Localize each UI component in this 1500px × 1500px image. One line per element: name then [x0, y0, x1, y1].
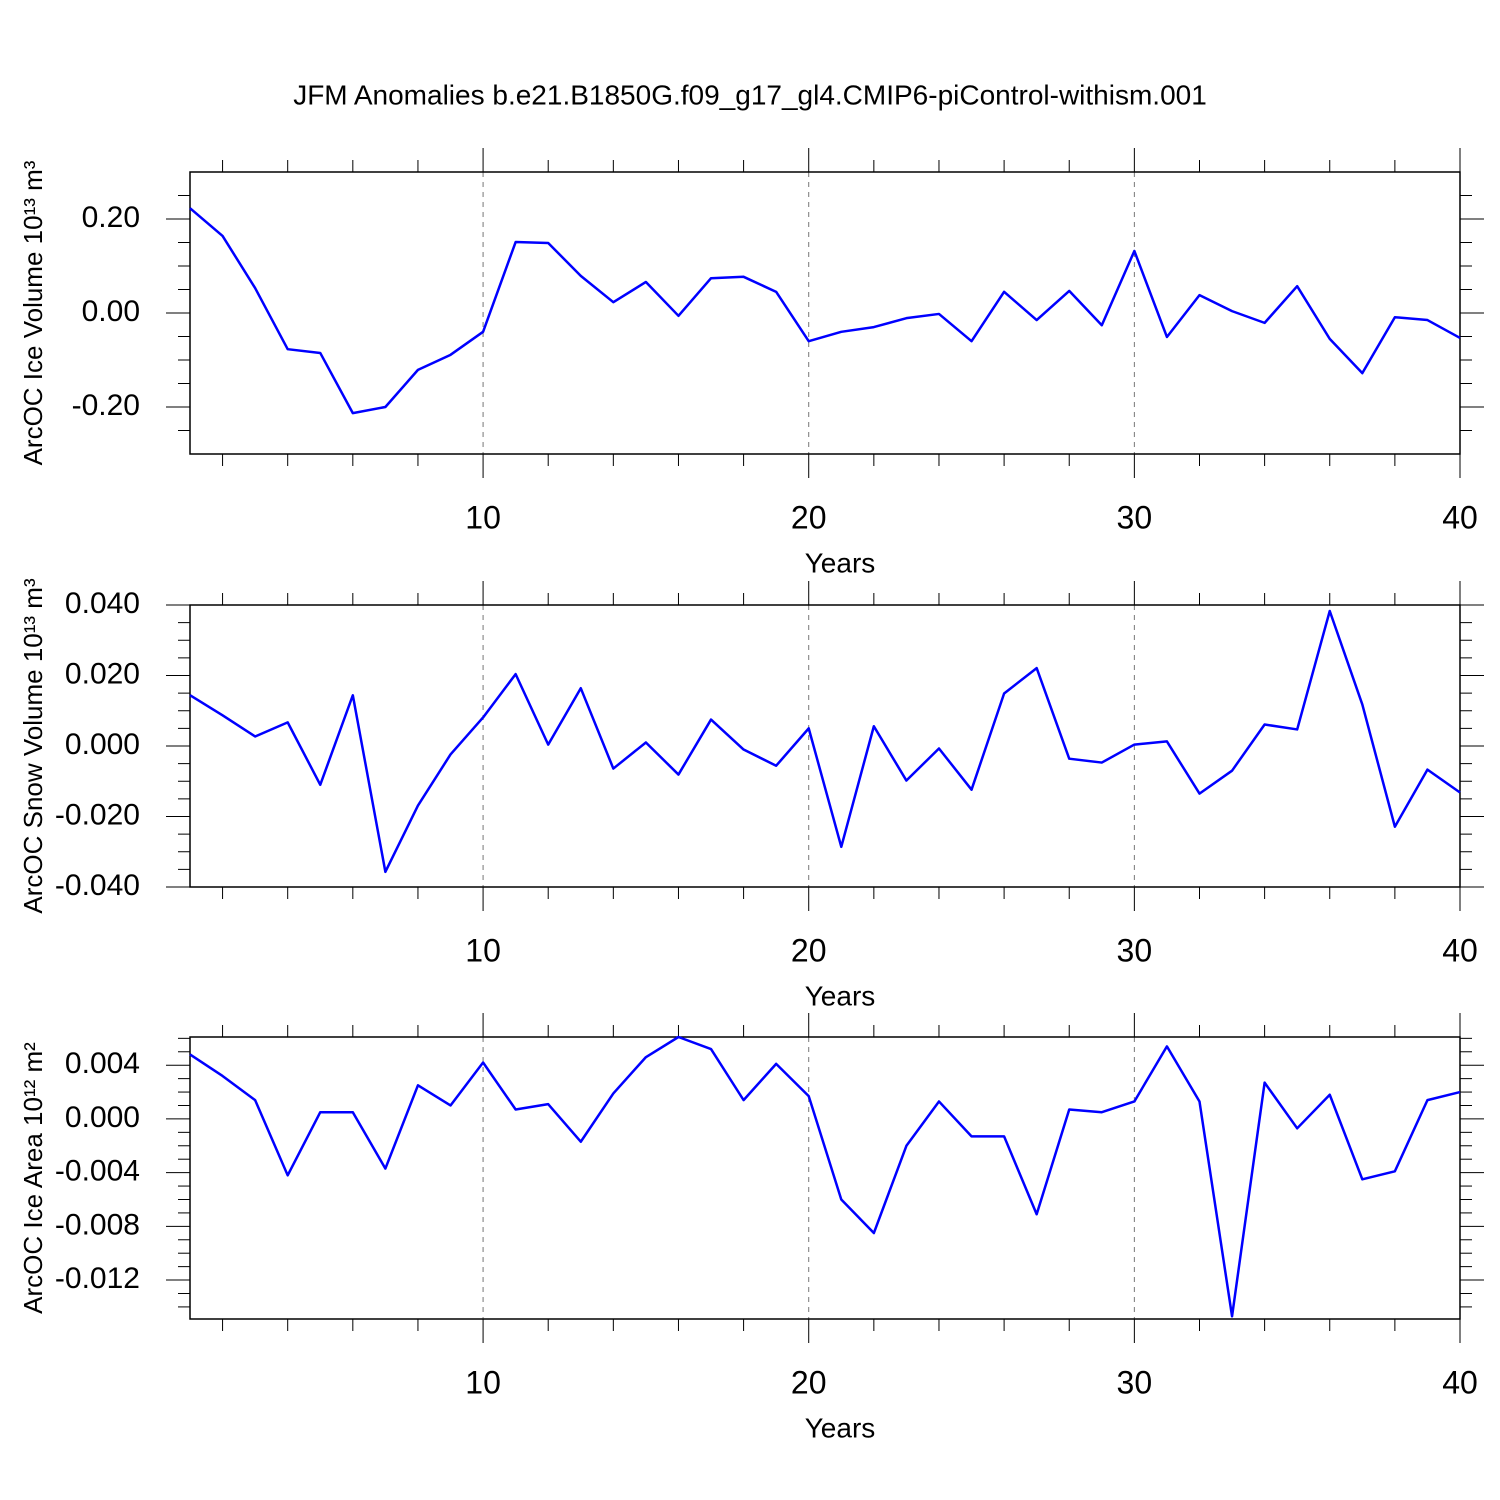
y-axis-label: ArcOC Ice Volume 10¹³ m³ [18, 160, 48, 465]
y-axis-label: ArcOC Snow Volume 10¹³ m³ [18, 578, 48, 914]
x-tick-label: 20 [791, 1364, 827, 1400]
x-tick-label: 10 [465, 932, 501, 968]
y-tick-label: -0.040 [55, 869, 140, 902]
y-tick-label: -0.012 [55, 1262, 140, 1295]
y-tick-label: -0.008 [55, 1208, 140, 1241]
chart-title: JFM Anomalies b.e21.B1850G.f09_g17_gl4.C… [293, 79, 1207, 110]
y-tick-label: 0.020 [65, 657, 140, 690]
y-tick-label: 0.040 [65, 587, 140, 620]
y-tick-label: -0.20 [72, 389, 140, 422]
x-axis-label: Years [805, 547, 876, 578]
y-tick-label: 0.004 [65, 1047, 140, 1080]
x-tick-label: 30 [1117, 932, 1153, 968]
y-tick-label: 0.000 [65, 728, 140, 761]
y-tick-label: 0.00 [82, 295, 140, 328]
data-line [189, 1035, 1461, 1318]
x-tick-label: 20 [791, 499, 827, 535]
data-line [189, 609, 1461, 874]
x-axis-label: Years [805, 1412, 876, 1443]
x-tick-label: 10 [465, 499, 501, 535]
plot-frame [189, 604, 1461, 888]
x-tick-label: 30 [1117, 1364, 1153, 1400]
x-tick-label: 20 [791, 932, 827, 968]
data-line [189, 207, 1461, 415]
y-tick-label: 0.20 [82, 201, 140, 234]
y-tick-label: 0.000 [65, 1101, 140, 1134]
x-tick-label: 40 [1442, 499, 1478, 535]
y-axis-label: ArcOC Ice Area 10¹² m² [18, 1042, 48, 1314]
x-tick-label: 30 [1117, 499, 1153, 535]
x-tick-label: 10 [465, 1364, 501, 1400]
plot-frame [189, 1036, 1461, 1320]
plot-frame [189, 171, 1461, 455]
x-axis-label: Years [805, 980, 876, 1011]
x-tick-label: 40 [1442, 1364, 1478, 1400]
y-tick-label: -0.004 [55, 1155, 140, 1188]
x-tick-label: 40 [1442, 932, 1478, 968]
y-tick-label: -0.020 [55, 798, 140, 831]
